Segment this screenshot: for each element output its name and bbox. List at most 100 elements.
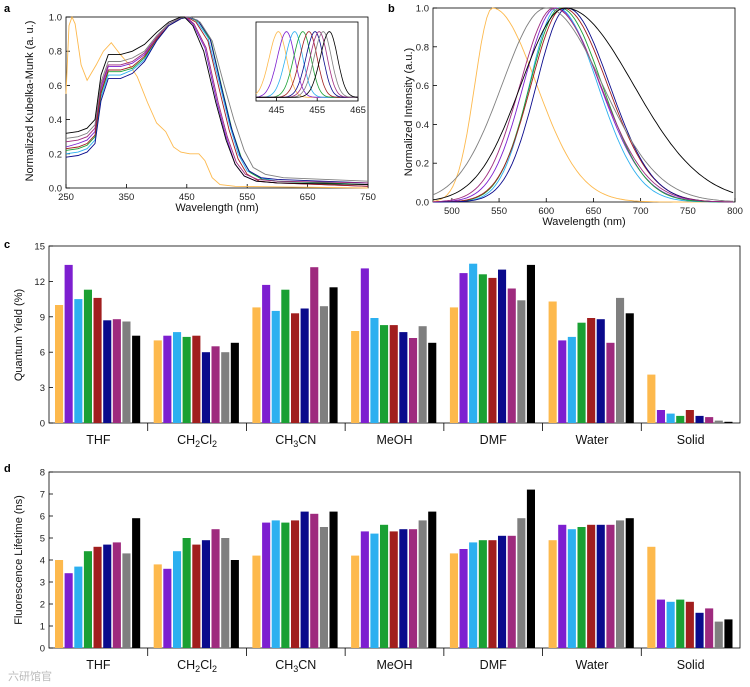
bar [695, 415, 704, 423]
category-text: THF [86, 658, 111, 672]
inset-x-tick-label: 465 [350, 105, 366, 116]
category-label: Solid [677, 433, 705, 447]
y-tick-label: 5 [40, 534, 45, 545]
bar [281, 522, 290, 648]
bar [271, 310, 280, 423]
bar [192, 544, 201, 648]
bar [724, 619, 733, 648]
y-tick-label: 7 [40, 490, 45, 501]
bar [469, 542, 478, 648]
bar [666, 413, 675, 423]
bar [498, 269, 507, 423]
bar [112, 542, 121, 648]
bar [488, 540, 497, 648]
category-text: MeOH [376, 658, 412, 672]
panel-a-frame [65, 16, 369, 189]
x-tick-label: 750 [360, 192, 376, 203]
x-tick-label: 650 [586, 206, 602, 217]
y-tick-label: 15 [34, 242, 45, 253]
panel-d-categories: THF CH2​Cl2​ CH3​CN MeOH DMF Water Solid [86, 658, 704, 674]
panel-a-kubelka-munk-chart: a 250 350 450 550 650 750 0.0 0.2 0.4 0.6 0.8 1.0 4… [4, 3, 376, 214]
bar [498, 535, 507, 648]
bar [182, 538, 191, 648]
x-tick-label: 700 [633, 206, 649, 217]
bar [103, 544, 112, 648]
bar [201, 540, 210, 648]
category-text: Cl [200, 433, 212, 447]
bar [281, 289, 290, 423]
y-tick-label: 1 [40, 622, 45, 633]
series-line-s2 [433, 7, 734, 203]
category-text: DMF [480, 658, 507, 672]
x-tick-label: 350 [118, 192, 134, 203]
bar [300, 308, 309, 423]
y-tick-label: 9 [40, 312, 45, 323]
bar [319, 306, 328, 423]
x-tick-label: 750 [680, 206, 696, 217]
bar [428, 511, 437, 648]
category-text: CN [298, 658, 316, 672]
inset-frame [255, 21, 359, 102]
panel-d-y-axis-label: Fluorescence Lifetime (ns) [13, 495, 25, 625]
bar [459, 273, 468, 423]
bar [319, 527, 328, 648]
category-text: Cl [200, 658, 212, 672]
panel-d-lifetime-chart: d 0 1 2 3 4 5 6 7 8 THF CH2​Cl2​ CH3​CN MeOH DMF Wate… [4, 463, 741, 674]
series-line-s5 [65, 16, 369, 184]
panel-a-y-axis-label: Normalized Kubelka-Munk (a. u.) [24, 21, 36, 182]
category-text: Water [575, 433, 608, 447]
category-label: CH2​Cl2​ [177, 658, 217, 674]
series-line-s6 [432, 7, 734, 203]
y-tick-label: 0.0 [416, 198, 429, 209]
y-tick-label: 0.8 [49, 47, 62, 58]
bar [360, 268, 369, 423]
bar [122, 553, 131, 648]
bar [153, 340, 162, 423]
category-label: MeOH [376, 658, 412, 672]
bar [647, 374, 656, 423]
bar [548, 540, 557, 648]
bar [647, 546, 656, 648]
y-tick-label: 0.6 [49, 81, 62, 92]
panel-b-y-axis-label: Normalized Intensity (a.u.) [403, 48, 415, 176]
bar [351, 331, 360, 423]
bar [548, 301, 557, 423]
bar [221, 538, 230, 648]
bar [252, 307, 261, 423]
bar [676, 415, 685, 423]
bar [163, 568, 172, 648]
category-text: CH [177, 433, 195, 447]
bar [389, 531, 398, 648]
x-tick-label: 550 [239, 192, 255, 203]
category-subscript: 2 [212, 664, 217, 674]
bar [488, 277, 497, 423]
category-text: CN [298, 433, 316, 447]
bar [83, 551, 92, 648]
panel-c-categories: THF CH2​Cl2​ CH3​CN MeOH DMF Water Solid [86, 433, 704, 449]
bar [616, 520, 625, 648]
panel-b-series [432, 7, 734, 203]
category-text: CH [177, 658, 195, 672]
panel-c-y-axis-label: Quantum Yield (%) [13, 289, 25, 381]
y-tick-label: 8 [40, 468, 45, 479]
bar [64, 264, 73, 423]
bar [526, 489, 535, 648]
panel-b-axes: 500 550 600 650 700 750 800 0.0 0.2 0.4 0.6 0.8 1.0 [416, 4, 743, 218]
bar [192, 335, 201, 423]
bar [83, 289, 92, 423]
bar [370, 318, 379, 423]
bar [517, 300, 526, 423]
bar [389, 325, 398, 423]
category-text: MeOH [376, 433, 412, 447]
bar [230, 560, 239, 648]
x-tick-label: 800 [727, 206, 743, 217]
bar [625, 518, 634, 648]
bar [201, 352, 210, 423]
x-tick-label: 650 [300, 192, 316, 203]
bar [558, 524, 567, 648]
bar [409, 529, 418, 648]
bar [399, 529, 408, 648]
bar [93, 297, 102, 423]
y-tick-label: 2 [40, 600, 45, 611]
category-label: MeOH [376, 433, 412, 447]
